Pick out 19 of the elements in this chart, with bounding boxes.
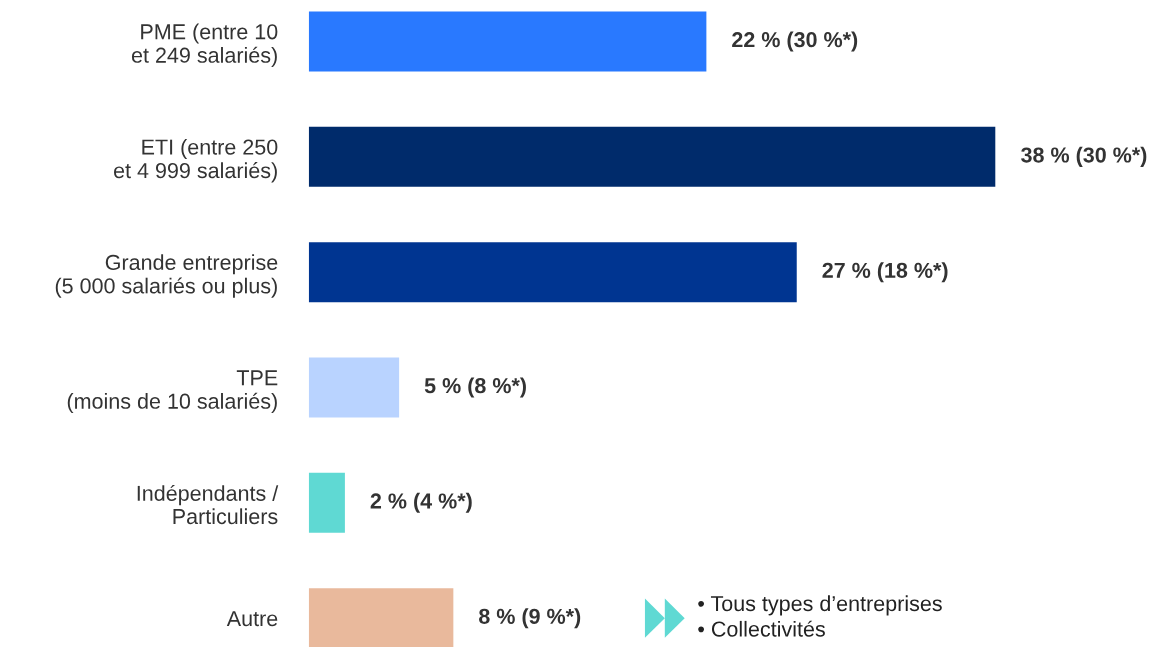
data-label: 27 % (18 %*) <box>822 262 948 283</box>
bar <box>308 357 400 418</box>
bar <box>308 588 454 647</box>
data-label: 5 % (8 %*) <box>424 377 526 398</box>
bar <box>308 11 707 72</box>
bar <box>308 242 797 303</box>
y-tick-label: ETI (entre 250 et 4 999 salariés) <box>114 138 278 183</box>
data-label: 22 % (30 %*) <box>732 31 858 52</box>
y-tick-label: PME (entre 10 et 249 salariés) <box>131 23 278 68</box>
bar <box>308 126 996 187</box>
bar <box>308 472 345 533</box>
data-label: 8 % (9 %*) <box>479 608 581 629</box>
y-tick-label: TPE (moins de 10 salariés) <box>67 370 278 414</box>
data-label: 38 % (30 %*) <box>1021 146 1147 167</box>
data-label: 2 % (4 %*) <box>370 492 472 513</box>
y-tick-label: Indépendants / Particuliers <box>137 484 279 525</box>
y-tick-label: Grande entreprise (5 000 salariés ou plus) <box>55 254 278 298</box>
y-tick-label: Autre <box>226 611 278 627</box>
annotation: • Tous types d’entreprises • Collectivités <box>698 595 942 637</box>
